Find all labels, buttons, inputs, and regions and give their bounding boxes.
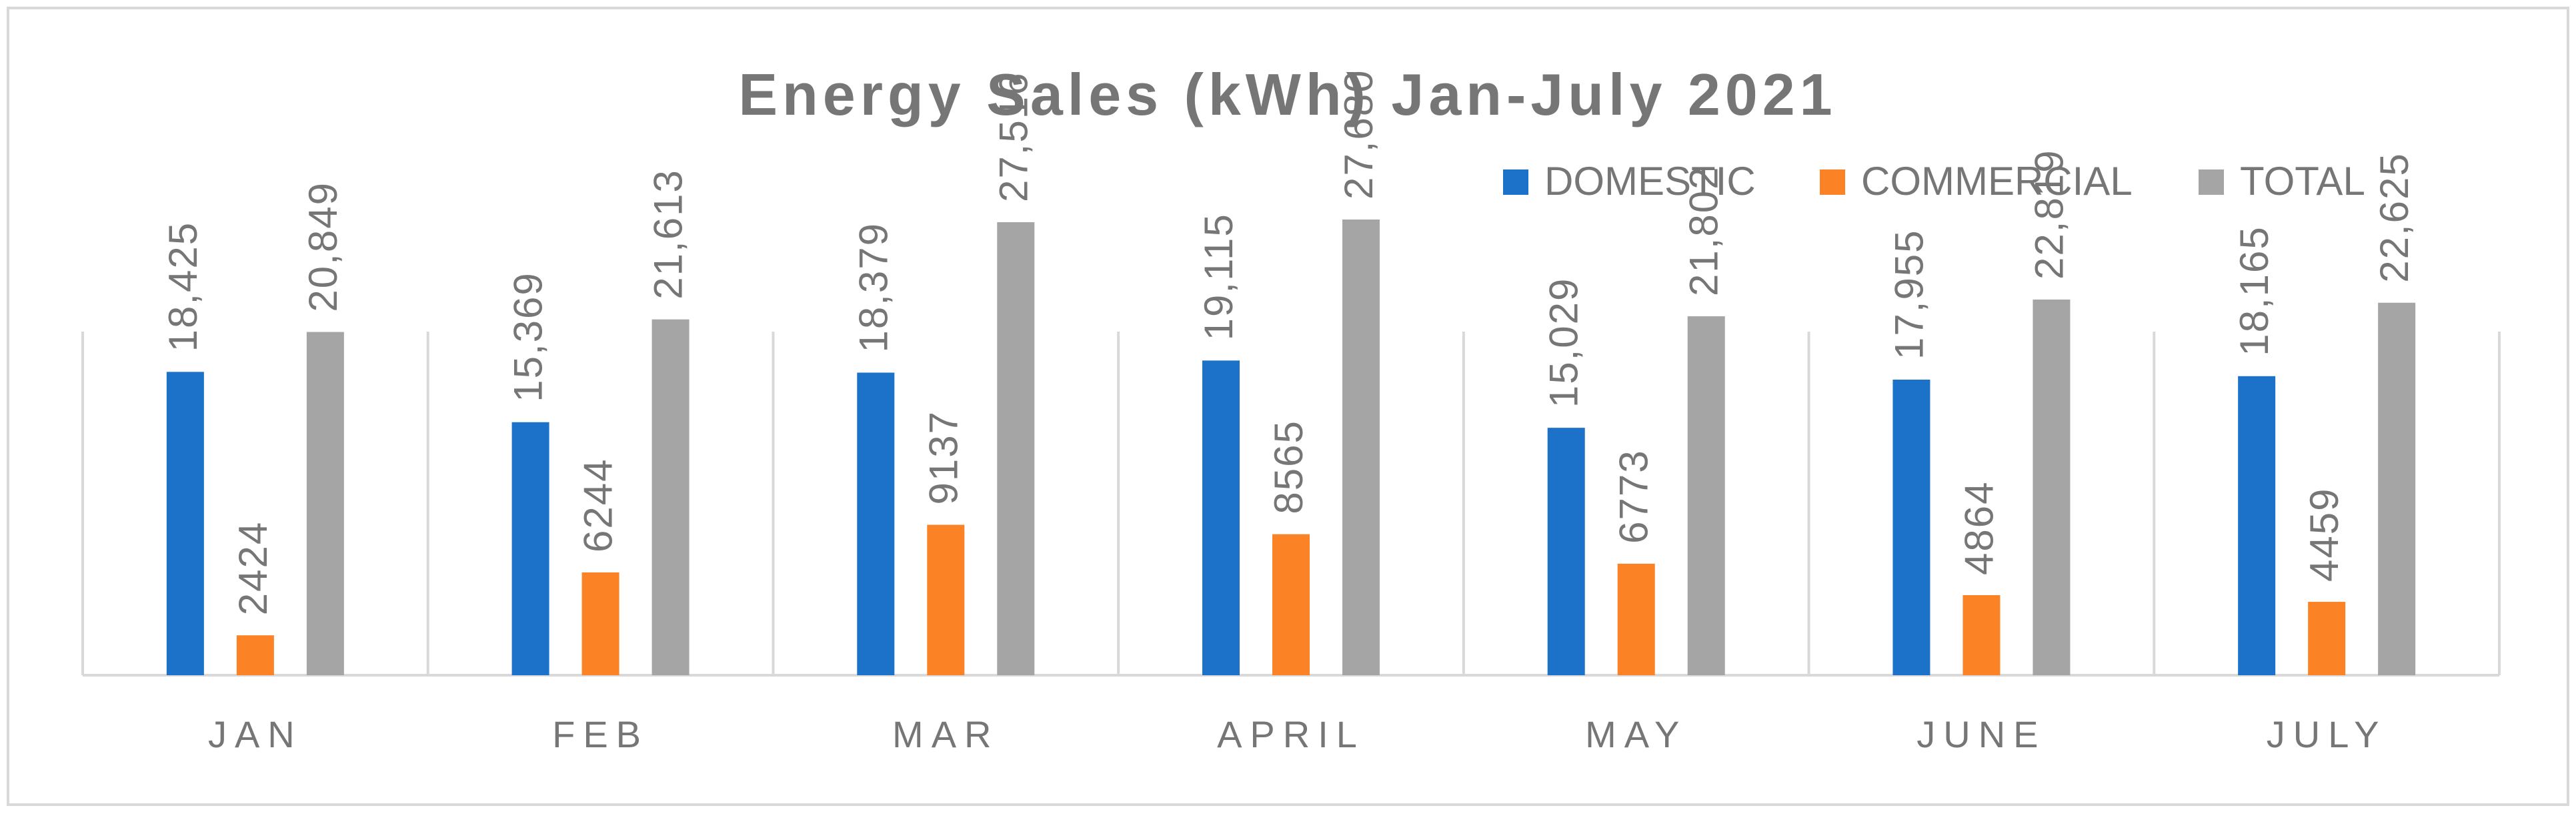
bar-commercial-june	[1963, 594, 2001, 675]
data-label: 22,625	[2372, 152, 2417, 283]
bar-domestic-feb	[511, 422, 549, 675]
data-label: 9137	[921, 410, 966, 504]
bar-commercial-april	[1272, 534, 1310, 675]
x-tick-label: APRIL	[1217, 713, 1365, 755]
data-label: 21,613	[646, 169, 691, 300]
x-tick-label: FEB	[552, 713, 649, 755]
legend-label-commercial: COMMERCIAL	[1861, 159, 2133, 203]
bar-total-jan	[306, 332, 344, 675]
x-tick-label: JULY	[2267, 713, 2387, 755]
data-label: 6773	[1612, 449, 1656, 543]
data-label: 27,680	[1336, 69, 1381, 199]
bar-domestic-july	[2238, 376, 2276, 675]
legend-swatch-commercial	[1820, 169, 1845, 195]
legend-label-domestic: DOMESTIC	[1544, 159, 1756, 203]
chart-title: Energy Sales (kWh) Jan-July 2021	[738, 61, 1836, 127]
data-label: 4864	[1957, 480, 2001, 574]
bar-total-july	[2378, 302, 2416, 675]
x-tick-label: MAY	[1585, 713, 1687, 755]
data-label: 22,819	[2027, 149, 2071, 280]
bar-domestic-april	[1202, 360, 1240, 675]
x-tick-label: MAR	[892, 713, 999, 755]
bar-domestic-june	[1892, 379, 1930, 675]
data-label: 4459	[2302, 487, 2347, 581]
legend-label-total: TOTAL	[2240, 159, 2365, 203]
plot-area: 18,425 2424 20,849 JAN 15,369 6244 21,613 FEB 18…	[81, 69, 2501, 755]
legend: DOMESTIC COMMERCIAL TOTAL	[1503, 159, 2365, 203]
data-label: 18,425	[161, 222, 205, 352]
data-label: 17,955	[1886, 229, 1931, 360]
bar-commercial-feb	[581, 572, 619, 675]
bar-commercial-jan	[236, 635, 274, 675]
data-label: 21,802	[1682, 166, 1726, 297]
x-tick-label: JAN	[208, 713, 303, 755]
data-label: 18,379	[851, 222, 896, 353]
data-label: 15,029	[1542, 278, 1586, 408]
bar-total-june	[2033, 299, 2071, 675]
bar-total-feb	[652, 319, 690, 675]
bar-total-mar	[997, 222, 1035, 676]
data-label: 19,115	[1196, 213, 1241, 340]
data-label: 2424	[231, 521, 275, 615]
data-label: 20,849	[301, 181, 345, 312]
data-label: 15,369	[506, 272, 551, 402]
bar-domestic-jan	[166, 372, 204, 675]
data-label: 27,516	[991, 72, 1036, 203]
bar-domestic-may	[1547, 428, 1585, 675]
bar-commercial-mar	[927, 524, 965, 675]
data-label: 6244	[576, 458, 621, 552]
legend-swatch-total	[2199, 169, 2224, 195]
legend-swatch-domestic	[1503, 169, 1528, 195]
bar-commercial-may	[1617, 563, 1655, 675]
bar-total-april	[1342, 220, 1380, 675]
data-label: 8565	[1266, 420, 1311, 514]
chart-border	[7, 7, 2569, 806]
x-tick-label: JUNE	[1916, 713, 2046, 755]
bar-commercial-july	[2308, 601, 2346, 675]
bar-total-may	[1687, 316, 1725, 675]
bar-domestic-mar	[857, 372, 895, 675]
data-label: 18,165	[2232, 226, 2277, 356]
